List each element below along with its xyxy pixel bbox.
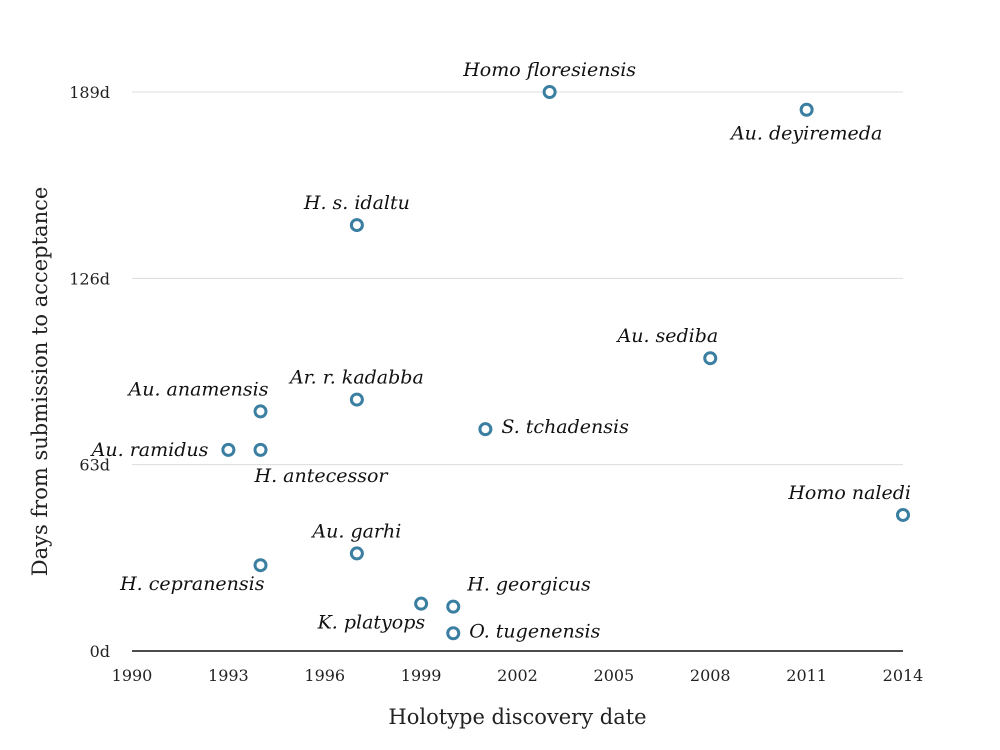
data-point: [896, 507, 910, 522]
data-point: [703, 351, 718, 366]
point-label: H. antecessor: [254, 465, 390, 487]
x-tick-label: 2002: [497, 666, 538, 685]
y-tick-label: 63d: [79, 456, 110, 475]
x-tick-label: 2011: [786, 666, 827, 685]
data-point: [349, 546, 364, 561]
x-tick-label: 2014: [883, 666, 924, 685]
point-label: H. georgicus: [466, 574, 591, 596]
point-label: Homo naledi: [787, 482, 911, 504]
point-label: O. tugenensis: [469, 620, 600, 642]
data-point: [446, 599, 461, 614]
point-label: Ar. r. kadabba: [288, 367, 424, 389]
y-tick-label: 126d: [69, 269, 110, 288]
x-axis-title: Holotype discovery date: [388, 705, 646, 729]
data-point: [253, 404, 268, 419]
data-point: [799, 102, 814, 117]
data-point: [542, 85, 557, 99]
point-label: H. cepranensis: [119, 573, 265, 595]
point-label: S. tchadensis: [501, 416, 629, 438]
point-label: Au. sediba: [615, 325, 718, 347]
data-point: [446, 626, 461, 641]
data-point: [349, 392, 364, 407]
point-label: Au. deyiremeda: [729, 123, 882, 145]
y-axis-title: Days from submission to acceptance: [28, 187, 52, 577]
data-point: [253, 442, 268, 457]
y-tick-labels: 0d 63d 126d 189d: [69, 83, 110, 661]
x-tick-label: 1996: [304, 666, 345, 685]
point-labels: Homo floresiensis Au. deyiremeda H. s. ida…: [90, 59, 911, 642]
point-label: H. s. idaltu: [303, 192, 410, 214]
point-label: K. platyops: [317, 612, 426, 634]
data-point: [253, 558, 268, 573]
x-tick-label: 1999: [401, 666, 442, 685]
x-tick-label: 2005: [594, 666, 635, 685]
x-tick-label: 1990: [112, 666, 153, 685]
y-tick-label: 0d: [90, 642, 110, 661]
point-label: Au. garhi: [310, 520, 401, 542]
data-points: [221, 85, 910, 641]
grid-lines: [132, 91, 903, 466]
data-point: [221, 442, 236, 457]
y-tick-label: 189d: [69, 83, 110, 102]
point-label: Au. ramidus: [90, 439, 209, 461]
data-point: [478, 422, 493, 437]
x-tick-label: 2008: [690, 666, 731, 685]
data-point: [414, 596, 429, 611]
x-tick-label: 1993: [208, 666, 249, 685]
data-point: [349, 218, 364, 233]
point-label: Au. anamensis: [126, 378, 268, 400]
point-label: Homo floresiensis: [462, 59, 636, 81]
x-tick-labels: 1990 1993 1996 1999 2002 2005 2008 2011 2014: [112, 666, 924, 685]
